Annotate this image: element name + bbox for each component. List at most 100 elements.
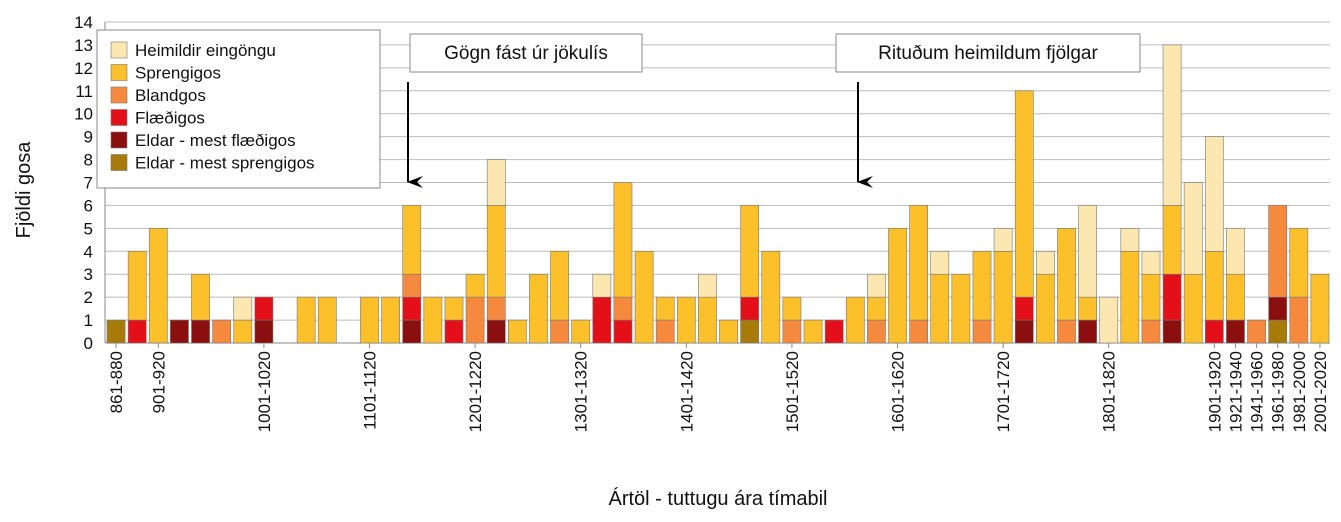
annotation-box bbox=[835, 33, 1141, 73]
bar-segment bbox=[972, 319, 992, 344]
bar-segment bbox=[254, 319, 274, 344]
bar-segment bbox=[233, 319, 253, 344]
bar-segment bbox=[782, 296, 802, 321]
bar-segment bbox=[402, 296, 422, 321]
bar-segment bbox=[1183, 273, 1203, 344]
bar-segment bbox=[1141, 250, 1161, 275]
bar-segment bbox=[613, 296, 633, 321]
bar-segment bbox=[613, 319, 633, 344]
bar-segment bbox=[550, 250, 569, 321]
bar-segment bbox=[1289, 228, 1309, 298]
bar-segment bbox=[465, 273, 485, 298]
bar-segment bbox=[1078, 296, 1097, 321]
x-tick-label: 1201-1220 bbox=[466, 351, 485, 432]
bar-segment bbox=[1078, 205, 1097, 298]
bar-segment bbox=[740, 296, 760, 321]
bar-segment bbox=[1310, 273, 1330, 344]
bar-segment bbox=[1268, 319, 1288, 344]
bar-segment bbox=[550, 319, 569, 344]
bar-segment bbox=[1057, 319, 1076, 344]
legend-label: Sprengigos bbox=[135, 64, 221, 83]
bar-segment bbox=[1141, 319, 1161, 344]
bar-segment bbox=[930, 250, 950, 275]
x-tick-label: 1601-1620 bbox=[889, 351, 908, 432]
bar-segment bbox=[676, 296, 696, 344]
bar-segment bbox=[698, 296, 717, 344]
x-tick-label: 1801-1820 bbox=[1100, 351, 1119, 432]
legend-swatch bbox=[110, 131, 128, 149]
bar-segment bbox=[254, 296, 274, 321]
bar-segment bbox=[845, 296, 865, 344]
legend-swatch bbox=[110, 154, 128, 171]
bar-segment bbox=[106, 319, 126, 344]
y-axis-title: Fjöldi gosa bbox=[13, 141, 35, 239]
bar-segment bbox=[592, 296, 612, 344]
bar-segment bbox=[191, 273, 210, 321]
bar-segment bbox=[761, 250, 781, 344]
bar-segment bbox=[1247, 319, 1266, 344]
bar-segment bbox=[360, 296, 379, 344]
x-tick-label: 1981-2000 bbox=[1290, 351, 1309, 432]
bar-segment bbox=[1268, 296, 1288, 321]
bar-segment bbox=[698, 273, 717, 298]
bar-segment bbox=[993, 228, 1013, 252]
bar-segment bbox=[951, 273, 971, 344]
annotation: Gögn fást úr jökulís bbox=[444, 43, 608, 64]
x-tick-label: 1901-1920 bbox=[1205, 351, 1224, 432]
bar-segment bbox=[740, 205, 760, 298]
bar-segment bbox=[402, 319, 422, 344]
bar-segment bbox=[1014, 90, 1034, 298]
bar-segment bbox=[1204, 136, 1224, 252]
y-tick-label: 3 bbox=[84, 265, 93, 284]
bar-segment bbox=[655, 319, 675, 344]
bar-segment bbox=[296, 296, 316, 344]
bar-segment bbox=[1162, 319, 1182, 344]
bar-segment bbox=[1057, 228, 1076, 321]
y-tick-label: 5 bbox=[84, 219, 93, 238]
bar-segment bbox=[529, 273, 548, 344]
bar-segment bbox=[402, 205, 422, 275]
bar-segment bbox=[909, 205, 929, 321]
bar-segment bbox=[867, 319, 886, 344]
bar-segment bbox=[824, 319, 844, 344]
bar-segment bbox=[465, 296, 485, 344]
legend-swatch bbox=[110, 41, 128, 59]
bar-segment bbox=[1204, 250, 1224, 321]
y-tick-label: 2 bbox=[84, 288, 93, 307]
bar-segment bbox=[148, 228, 168, 344]
x-axis-title: Ártöl - tuttugu ára tímabil bbox=[609, 487, 828, 510]
bar-segment bbox=[402, 273, 422, 298]
bar-segment bbox=[1289, 296, 1309, 344]
bar-segment bbox=[381, 296, 400, 344]
bar-segment bbox=[972, 250, 992, 321]
bar-segment bbox=[613, 182, 633, 298]
legend-label: Heimildir eingöngu bbox=[135, 41, 276, 60]
y-tick-label: 10 bbox=[74, 105, 93, 124]
bar-segment bbox=[909, 319, 929, 344]
bar-segment bbox=[1078, 319, 1097, 344]
x-tick-label: 1701-1720 bbox=[994, 351, 1013, 432]
legend-swatch bbox=[110, 64, 128, 81]
bar-segment bbox=[486, 159, 506, 206]
y-tick-label: 11 bbox=[75, 82, 93, 101]
bar-segment bbox=[888, 228, 907, 344]
bar-segment bbox=[740, 319, 760, 344]
legend-label: Eldar - mest sprengigos bbox=[135, 154, 315, 173]
x-tick-label: 1301-1320 bbox=[572, 351, 591, 432]
bar-segment bbox=[1036, 273, 1055, 344]
bar-segment bbox=[233, 296, 253, 321]
x-tick-label: 1921-1940 bbox=[1226, 351, 1245, 432]
legend-label: Blandgos bbox=[135, 86, 206, 105]
y-tick-label: 14 bbox=[74, 13, 93, 32]
bar-segment bbox=[655, 296, 675, 321]
y-tick-label: 0 bbox=[84, 334, 93, 353]
bar-segment bbox=[571, 319, 591, 344]
bar-segment bbox=[1162, 205, 1182, 275]
bar-segment bbox=[1226, 319, 1245, 344]
bar-segment bbox=[486, 319, 506, 344]
y-tick-label: 6 bbox=[84, 196, 93, 215]
bar-segment bbox=[930, 273, 950, 344]
bar-segment bbox=[1141, 273, 1161, 321]
bar-segment bbox=[317, 296, 337, 344]
bar-segment bbox=[803, 319, 823, 344]
